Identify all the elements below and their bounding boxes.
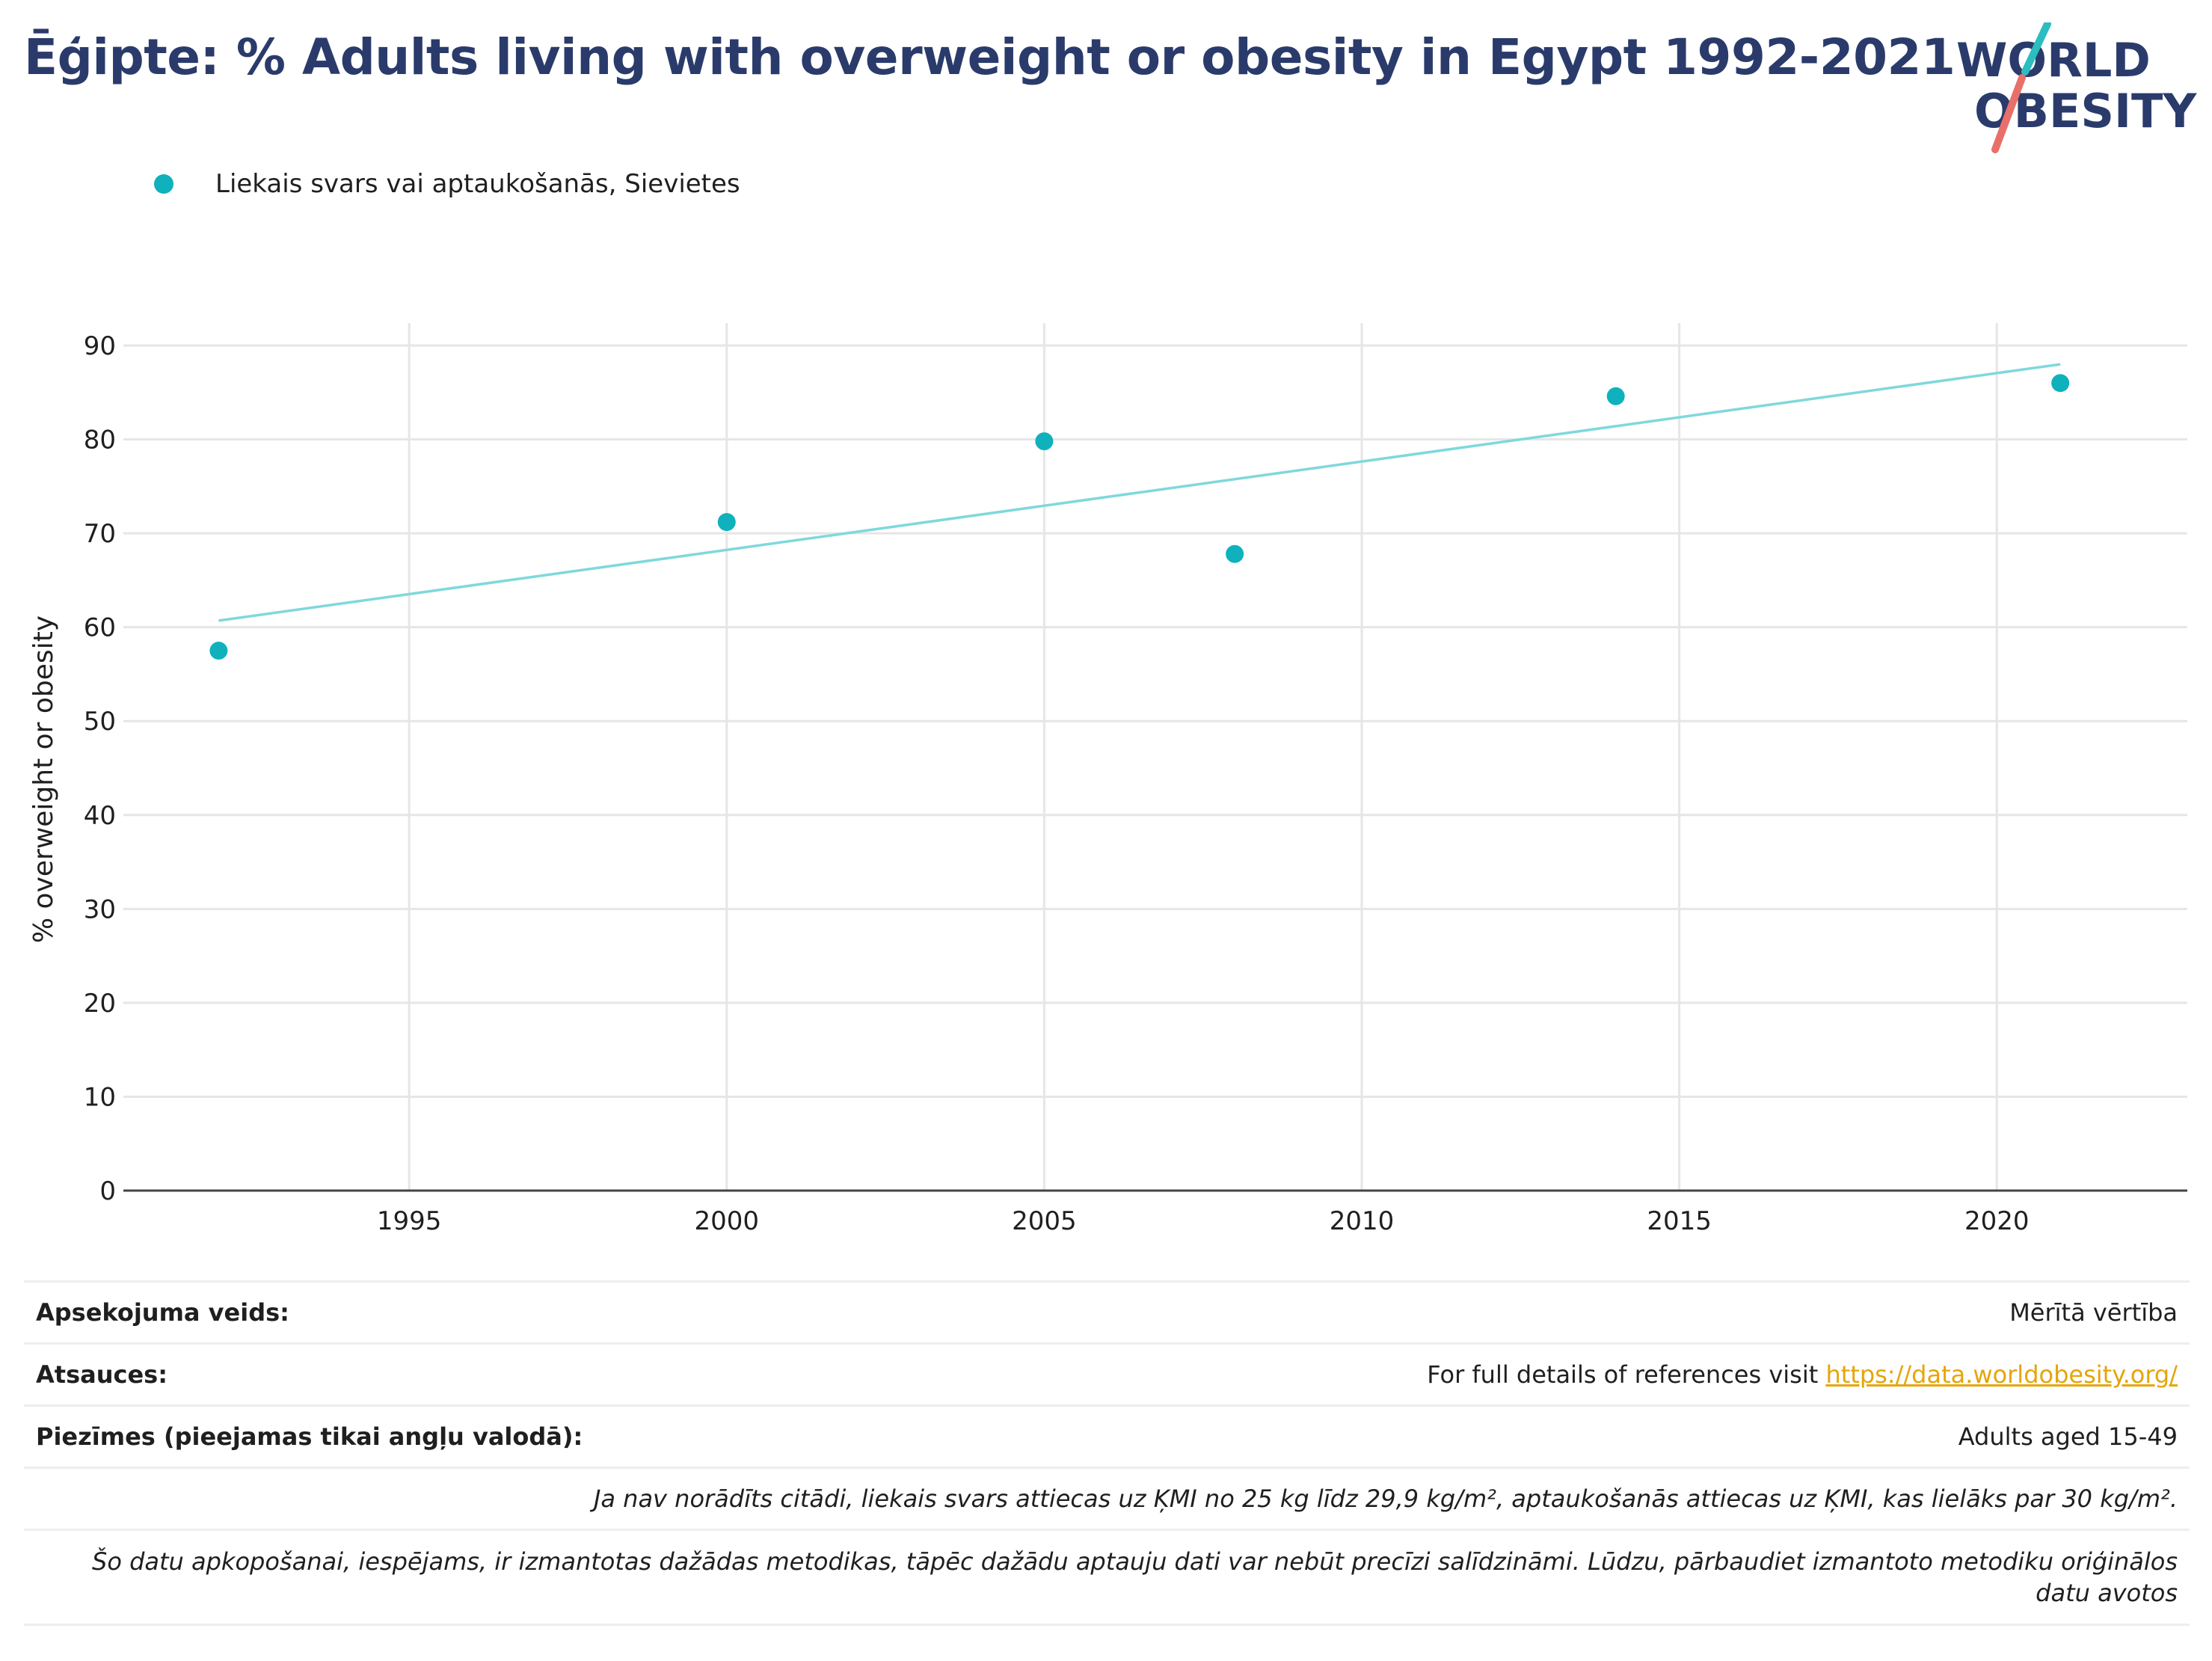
chart-legend: Liekais svars vai aptaukošanās, Sieviete… — [154, 169, 740, 199]
notes-value: Adults aged 15-49 — [1958, 1422, 2178, 1451]
survey-type-value: Mērītā vērtība — [2009, 1298, 2178, 1327]
footer-row-bmi-note: Ja nav norādīts citādi, liekais svars at… — [24, 1467, 2190, 1529]
data-point — [209, 642, 228, 660]
data-point — [2051, 374, 2070, 393]
methods-note: Šo datu apkopošanai, iespējams, ir izman… — [92, 1547, 2178, 1607]
y-tick-label: 80 — [84, 426, 116, 455]
logo-slash-red — [1991, 74, 2026, 153]
notes-label: Piezīmes (pieejamas tikai angļu valodā): — [36, 1422, 583, 1451]
trend-line — [218, 363, 2061, 622]
references-value: For full details of references visit htt… — [1427, 1360, 2178, 1389]
y-tick-label: 60 — [84, 613, 116, 643]
logo-world-text: WORLD — [1956, 33, 2151, 87]
logo-slash-teal — [2021, 22, 2051, 76]
x-tick-label: 2000 — [695, 1206, 760, 1236]
y-tick-label: 0 — [99, 1176, 116, 1206]
footer-row-references: Atsauces: For full details of references… — [24, 1342, 2190, 1404]
x-tick-label: 1995 — [377, 1206, 442, 1236]
references-link[interactable]: https://data.worldobesity.org/ — [1825, 1360, 2178, 1389]
survey-type-label: Apsekojuma veids: — [36, 1298, 289, 1327]
y-tick-label: 70 — [84, 519, 116, 549]
legend-marker — [154, 174, 173, 194]
footer-row-notes: Piezīmes (pieejamas tikai angļu valodā):… — [24, 1404, 2190, 1467]
y-tick-label: 90 — [84, 331, 116, 361]
data-point — [717, 513, 736, 532]
y-tick-label: 30 — [84, 894, 116, 924]
y-tick-label: 10 — [84, 1082, 116, 1112]
scatter-chart: 0 10 20 30 40 50 60 70 80 90 1995 2000 2005 2010 2015 2… — [28, 323, 2187, 1236]
data-point — [1035, 432, 1054, 451]
data-point — [1606, 387, 1625, 405]
references-text: For full details of references visit — [1427, 1360, 1826, 1389]
y-axis-title: % overweight or obesity — [28, 615, 59, 943]
footer-row-survey: Apsekojuma veids: Mērītā vērtība — [24, 1280, 2190, 1342]
x-tick-label: 2005 — [1012, 1206, 1077, 1236]
chart-footer: Apsekojuma veids: Mērītā vērtība Atsauce… — [24, 1280, 2190, 1626]
data-point — [1226, 544, 1244, 563]
x-tick-label: 2015 — [1647, 1206, 1712, 1236]
page-title: Ēģipte: % Adults living with overweight … — [24, 28, 1956, 86]
y-tick-label: 20 — [84, 989, 116, 1019]
world-obesity-logo: WORLD OBESITY — [1956, 22, 2197, 153]
y-tick-label: 40 — [84, 801, 116, 831]
x-tick-label: 2020 — [1964, 1206, 2030, 1236]
bmi-definition-note: Ja nav norādīts citādi, liekais svars at… — [593, 1485, 2178, 1513]
footer-row-methods-note: Šo datu apkopošanai, iespējams, ir izman… — [24, 1529, 2190, 1626]
x-tick-label: 2010 — [1330, 1206, 1395, 1236]
legend-label: Liekais svars vai aptaukošanās, Sieviete… — [215, 169, 740, 199]
y-tick-label: 50 — [84, 707, 116, 737]
references-label: Atsauces: — [36, 1360, 168, 1389]
